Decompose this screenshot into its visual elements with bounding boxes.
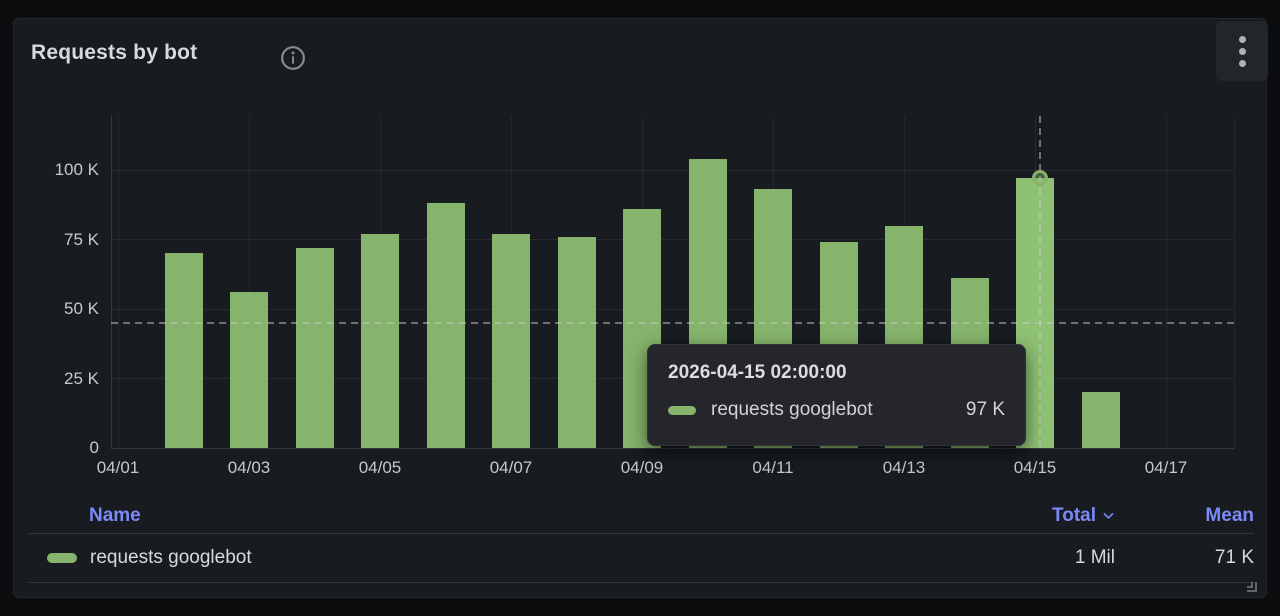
chart-bar[interactable] xyxy=(623,208,661,448)
legend-series-toggle[interactable]: requests googlebot xyxy=(28,547,963,569)
chart-bar[interactable] xyxy=(164,253,203,448)
chart-bar[interactable] xyxy=(557,236,596,448)
chart-bar[interactable] xyxy=(950,278,989,448)
legend-table: Name Total Mean requests googlebot 1 Mil… xyxy=(28,499,1254,583)
x-axis-line xyxy=(111,448,1234,449)
legend-series-total: 1 Mil xyxy=(1074,547,1115,568)
legend-header-mean[interactable]: Mean xyxy=(1205,505,1254,526)
x-axis-label: 04/11 xyxy=(752,458,794,477)
chart-bar[interactable] xyxy=(295,247,334,448)
x-axis-label: 04/05 xyxy=(358,458,402,477)
x-axis-label: 04/07 xyxy=(489,458,533,477)
legend-header-row: Name Total Mean xyxy=(28,499,1254,534)
y-axis-label: 0 xyxy=(89,438,99,457)
x-axis-label: 04/09 xyxy=(620,458,664,477)
chart-bar[interactable] xyxy=(885,225,923,448)
chevron-down-icon xyxy=(1102,505,1115,527)
legend-series-name: requests googlebot xyxy=(90,547,252,568)
legend-header-name[interactable]: Name xyxy=(89,505,141,526)
chart-bar[interactable] xyxy=(1081,392,1120,448)
x-grid-line xyxy=(117,116,119,448)
kebab-menu-icon xyxy=(1238,35,1246,43)
series-color-pill xyxy=(47,553,77,563)
x-grid-line xyxy=(248,116,250,448)
y-grid-line xyxy=(111,239,1234,240)
chart-bar[interactable] xyxy=(1016,178,1054,448)
chart-bar[interactable] xyxy=(819,242,858,448)
x-axis-label: 04/03 xyxy=(227,458,271,477)
panel-menu-button[interactable] xyxy=(1216,21,1268,81)
y-axis-label: 75 K xyxy=(64,229,99,249)
plot-right-edge xyxy=(1234,116,1235,448)
x-axis-label: 04/13 xyxy=(882,458,926,477)
chart-bar[interactable] xyxy=(361,233,399,448)
legend-series-row: requests googlebot 1 Mil 71 K xyxy=(28,534,1254,583)
chart-bar[interactable] xyxy=(230,292,268,448)
chart-bar[interactable] xyxy=(426,203,465,448)
x-axis-label: 04/17 xyxy=(1144,458,1188,477)
y-axis-label: 100 K xyxy=(54,160,99,179)
legend-series-mean: 71 K xyxy=(1214,547,1254,568)
chart-bar[interactable] xyxy=(754,189,792,448)
y-grid-line xyxy=(111,169,1234,171)
y-grid-line xyxy=(111,308,1234,310)
y-grid-line xyxy=(111,378,1234,379)
x-axis-label: 04/15 xyxy=(1013,458,1057,477)
x-axis-label: 04/01 xyxy=(96,458,140,477)
panel-title: Requests by bot xyxy=(31,41,198,64)
panel-resize-handle[interactable] xyxy=(1247,582,1257,592)
legend-header-total[interactable]: Total xyxy=(963,505,1115,527)
info-icon[interactable] xyxy=(280,45,306,71)
chart-bar[interactable] xyxy=(492,233,530,448)
y-axis-label: 25 K xyxy=(64,368,99,388)
dashboard-panel: Requests by bot 0 25 K 50 K 75 K 100 K 04/01 0… xyxy=(13,18,1268,598)
y-axis-label: 50 K xyxy=(64,299,99,318)
y-axis-line xyxy=(111,116,112,448)
crosshair-horizontal xyxy=(111,321,1234,324)
chart-bar[interactable] xyxy=(688,158,727,448)
x-grid-line xyxy=(1165,116,1167,448)
